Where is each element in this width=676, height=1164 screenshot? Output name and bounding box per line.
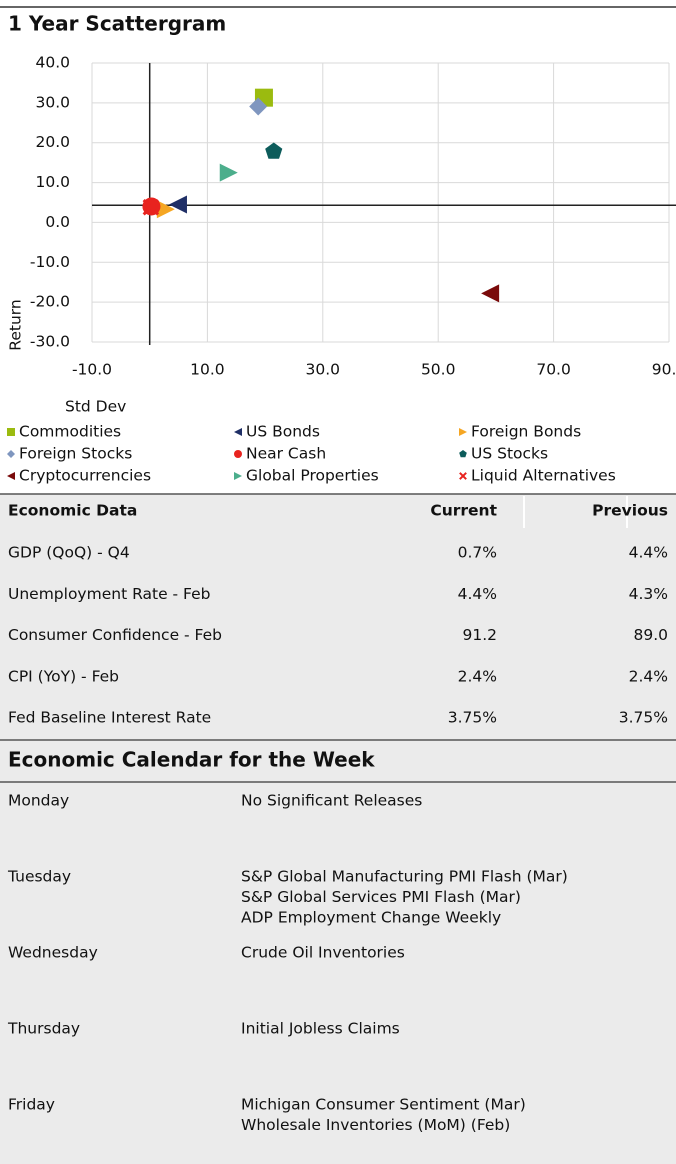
x-tick-label: 90.0 bbox=[652, 361, 676, 379]
calendar-event: Crude Oil Inventories bbox=[241, 944, 405, 962]
calendar-event: ADP Employment Change Weekly bbox=[241, 909, 501, 927]
legend-label: Foreign Stocks bbox=[19, 445, 132, 463]
scatter-point bbox=[219, 163, 238, 182]
legend-marker bbox=[234, 450, 242, 458]
legend-marker bbox=[7, 450, 15, 458]
x-tick-label: -10.0 bbox=[72, 361, 112, 379]
x-tick-label: 50.0 bbox=[421, 361, 456, 379]
table-cell: 2.4% bbox=[629, 667, 668, 685]
legend-label: Liquid Alternatives bbox=[471, 467, 616, 485]
table-cell: 4.4% bbox=[458, 585, 497, 603]
y-tick-label: -30.0 bbox=[30, 333, 70, 351]
table-cell: Consumer Confidence - Feb bbox=[8, 626, 222, 644]
legend-label: US Bonds bbox=[246, 423, 320, 441]
calendar-event: S&P Global Manufacturing PMI Flash (Mar) bbox=[241, 868, 568, 886]
legend-label: Near Cash bbox=[246, 445, 326, 463]
table-cell: 4.3% bbox=[629, 585, 668, 603]
table-header: Previous bbox=[592, 502, 668, 520]
table-cell: GDP (QoQ) - Q4 bbox=[8, 544, 130, 562]
legend-marker bbox=[7, 428, 15, 436]
table-cell: 0.7% bbox=[458, 544, 497, 562]
table-cell: Unemployment Rate - Feb bbox=[8, 585, 211, 603]
scatter-point bbox=[249, 97, 268, 116]
calendar-day: Tuesday bbox=[7, 868, 71, 886]
legend-marker bbox=[234, 428, 242, 436]
x-tick-label: 10.0 bbox=[190, 361, 225, 379]
table-cell: 3.75% bbox=[619, 709, 668, 727]
calendar-day: Thursday bbox=[7, 1020, 80, 1038]
legend-marker bbox=[459, 428, 467, 436]
calendar-day: Monday bbox=[8, 792, 69, 810]
scatter-point bbox=[142, 199, 160, 216]
scatter-point bbox=[168, 195, 187, 214]
table-cell: 2.4% bbox=[458, 667, 497, 685]
table-background bbox=[0, 494, 676, 1164]
calendar-event: No Significant Releases bbox=[241, 792, 422, 810]
calendar-day: Wednesday bbox=[8, 944, 98, 962]
scatter-point bbox=[481, 284, 500, 303]
table-cell: 89.0 bbox=[633, 626, 668, 644]
calendar-event: S&P Global Services PMI Flash (Mar) bbox=[241, 888, 521, 906]
x-tick-label: 70.0 bbox=[536, 361, 571, 379]
y-tick-label: 10.0 bbox=[35, 173, 70, 191]
table-cell: 3.75% bbox=[448, 709, 497, 727]
legend-marker bbox=[459, 472, 467, 480]
legend-label: Commodities bbox=[19, 423, 121, 441]
x-tick-label: 30.0 bbox=[306, 361, 341, 379]
legend-marker bbox=[7, 472, 15, 480]
scatter-point bbox=[156, 200, 175, 219]
y-tick-label: -20.0 bbox=[30, 293, 70, 311]
y-axis-label: Return bbox=[7, 299, 25, 350]
y-tick-label: 40.0 bbox=[35, 54, 70, 72]
y-tick-label: 0.0 bbox=[45, 213, 70, 231]
table-cell: 4.4% bbox=[629, 544, 668, 562]
calendar-title: Economic Calendar for the Week bbox=[8, 748, 375, 772]
table-cell: CPI (YoY) - Feb bbox=[8, 667, 119, 685]
y-tick-label: 30.0 bbox=[35, 93, 70, 111]
table-cell: Fed Baseline Interest Rate bbox=[8, 709, 211, 727]
table-header: Economic Data bbox=[8, 502, 137, 520]
table-cell: 91.2 bbox=[462, 626, 497, 644]
y-tick-label: -10.0 bbox=[30, 253, 70, 271]
legend-label: US Stocks bbox=[471, 445, 548, 463]
chart-title: 1 Year Scattergram bbox=[8, 12, 226, 36]
legend-marker bbox=[234, 472, 242, 480]
x-axis-label: Std Dev bbox=[65, 398, 126, 416]
legend-label: Global Properties bbox=[246, 467, 379, 485]
scatter-point bbox=[265, 142, 283, 159]
calendar-event: Michigan Consumer Sentiment (Mar) bbox=[241, 1096, 526, 1114]
calendar-event: Initial Jobless Claims bbox=[241, 1020, 400, 1038]
legend-label: Cryptocurrencies bbox=[19, 467, 151, 485]
legend-label: Foreign Bonds bbox=[471, 423, 581, 441]
table-header: Current bbox=[430, 502, 497, 520]
legend-marker bbox=[459, 450, 467, 458]
calendar-day: Friday bbox=[8, 1096, 55, 1114]
y-tick-label: 20.0 bbox=[35, 133, 70, 151]
calendar-event: Wholesale Inventories (MoM) (Feb) bbox=[241, 1116, 510, 1134]
